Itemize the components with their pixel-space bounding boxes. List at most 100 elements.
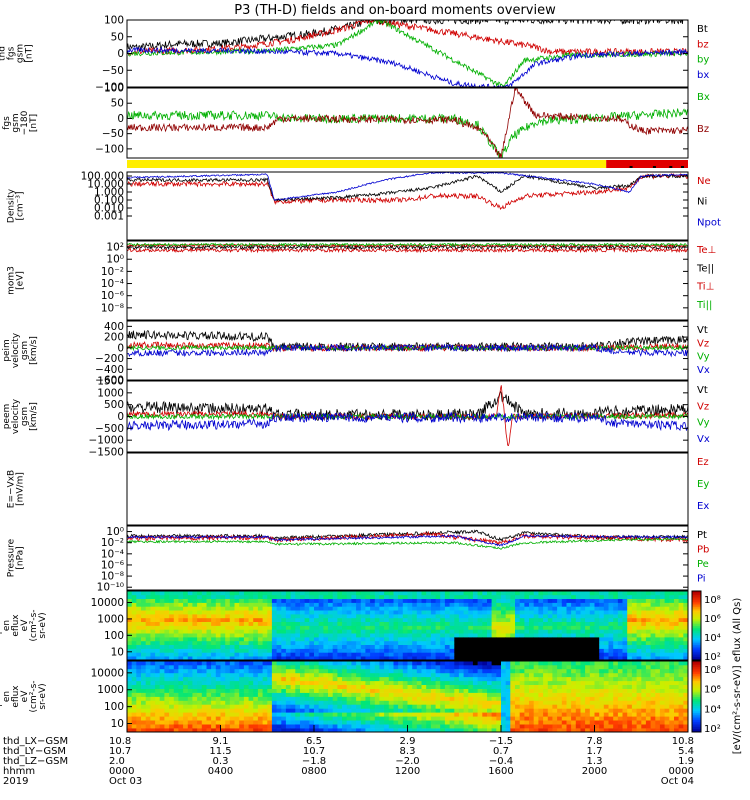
- spectrogram-cell: [384, 625, 390, 630]
- spectrogram-cell: [243, 602, 249, 607]
- spectrogram-cell: [257, 617, 263, 622]
- spectrogram-cell: [416, 656, 422, 661]
- spectrogram-cell: [323, 652, 329, 657]
- spectrogram-cell: [225, 676, 231, 682]
- status-tick: [652, 166, 656, 168]
- spectrogram-cell: [613, 696, 619, 701]
- spectrogram-cell: [412, 700, 418, 705]
- spectrogram-cell: [388, 664, 394, 670]
- spectrogram-cell: [496, 621, 502, 626]
- spectrogram-cell: [575, 692, 581, 697]
- spectrogram-cell: [501, 680, 507, 685]
- spectrogram-cell: [421, 598, 427, 603]
- spectrogram-cell: [585, 664, 591, 670]
- spectrogram-cell: [229, 672, 235, 678]
- spectrogram-cell: [145, 602, 151, 607]
- spectrogram-cell: [211, 688, 217, 693]
- spectrogram-cell: [253, 594, 259, 599]
- spectrogram-cell: [449, 700, 455, 705]
- spectrogram-cell: [412, 606, 418, 611]
- spectrogram-cell: [197, 648, 203, 653]
- spectrogram-cell: [510, 621, 516, 626]
- y-tick-label: 10⁻⁴: [101, 548, 124, 560]
- spectrogram-cell: [669, 664, 675, 670]
- spectrogram-cell: [356, 661, 362, 666]
- y-tick-label: 10⁻⁴: [101, 278, 124, 290]
- spectrogram-cell: [608, 629, 614, 634]
- spectrogram-cell: [379, 716, 385, 721]
- spectrogram-cell: [164, 728, 170, 733]
- spectrogram-cell: [384, 712, 390, 717]
- spectrogram-cell: [664, 606, 670, 611]
- spectrogram-cell: [388, 724, 394, 729]
- spectrogram-cell: [365, 696, 371, 701]
- spectrogram-cell: [552, 621, 558, 626]
- spectrogram-cell: [229, 591, 235, 596]
- spectrogram-cell: [295, 629, 301, 634]
- spectrogram-cell: [388, 700, 394, 705]
- spectrogram-cell: [267, 712, 273, 717]
- spectrogram-cell: [435, 598, 441, 603]
- spectrogram-cell: [309, 668, 315, 674]
- spectrogram-cell: [211, 598, 217, 603]
- spectrogram-cell: [491, 684, 497, 689]
- spectrogram-cell: [412, 720, 418, 725]
- spectrogram-cell: [515, 640, 521, 645]
- spectrogram-cell: [603, 716, 609, 721]
- spectrogram-cell: [435, 648, 441, 653]
- spectrogram-cell: [575, 712, 581, 717]
- spectrogram-cell: [309, 661, 315, 666]
- spectrogram-cell: [505, 598, 511, 603]
- spectrogram-cell: [262, 700, 268, 705]
- ephemeris-row-label: thd_LY−GSM: [3, 746, 66, 757]
- spectrogram-cell: [141, 644, 147, 649]
- spectrogram-cell: [398, 700, 404, 705]
- spectrogram-cell: [169, 661, 175, 666]
- spectrogram-cell: [585, 692, 591, 697]
- spectrogram-cell: [472, 720, 478, 725]
- spectrogram-cell: [524, 664, 530, 670]
- spectrogram-cell: [304, 621, 310, 626]
- spectrogram-cell: [295, 652, 301, 657]
- spectrogram-cell: [342, 648, 348, 653]
- spectrogram-cell: [173, 724, 179, 729]
- spectrogram-cell: [683, 692, 689, 697]
- spectrogram-cell: [430, 656, 436, 661]
- spectrogram-cell: [318, 668, 324, 674]
- spectrogram-cell: [552, 637, 558, 642]
- spectrogram-cell: [173, 591, 179, 596]
- spectrogram-cell: [444, 629, 450, 634]
- spectrogram-cell: [360, 676, 366, 682]
- spectrogram-cell: [206, 610, 212, 615]
- spectrogram-cell: [430, 602, 436, 607]
- spectrogram-cell: [323, 676, 329, 682]
- spectrogram-cell: [505, 684, 511, 689]
- spectrogram-cell: [589, 610, 595, 615]
- spectrogram-cell: [491, 656, 497, 661]
- spectrogram-cell: [529, 688, 535, 693]
- series-group: [127, 242, 688, 254]
- legend-entry: by: [697, 55, 709, 66]
- spectrogram-cell: [192, 668, 198, 674]
- spectrogram-cell: [267, 625, 273, 630]
- spectrogram-cell: [328, 712, 334, 717]
- spectrogram-cell: [543, 617, 549, 622]
- spectrogram-cell: [407, 610, 413, 615]
- spectrogram-cell: [229, 696, 235, 701]
- spectrogram-cell: [416, 614, 422, 619]
- spectrogram-cell: [557, 680, 563, 685]
- spectrogram-cell: [173, 617, 179, 622]
- spectrogram-cell: [608, 672, 614, 678]
- spectrogram-cell: [314, 610, 320, 615]
- spectrogram-cell: [659, 676, 665, 682]
- spectrogram-cell: [398, 637, 404, 642]
- spectrogram-cell: [309, 629, 315, 634]
- spectrogram-cell: [215, 700, 221, 705]
- ylabel-line: thd: [0, 46, 8, 61]
- spectrogram-cell: [187, 684, 193, 689]
- spectrogram-cell: [290, 598, 296, 603]
- spectrogram-cell: [248, 720, 254, 725]
- spectrogram-cell: [566, 712, 572, 717]
- spectrogram-cell: [281, 594, 287, 599]
- spectrogram-cell: [454, 676, 460, 682]
